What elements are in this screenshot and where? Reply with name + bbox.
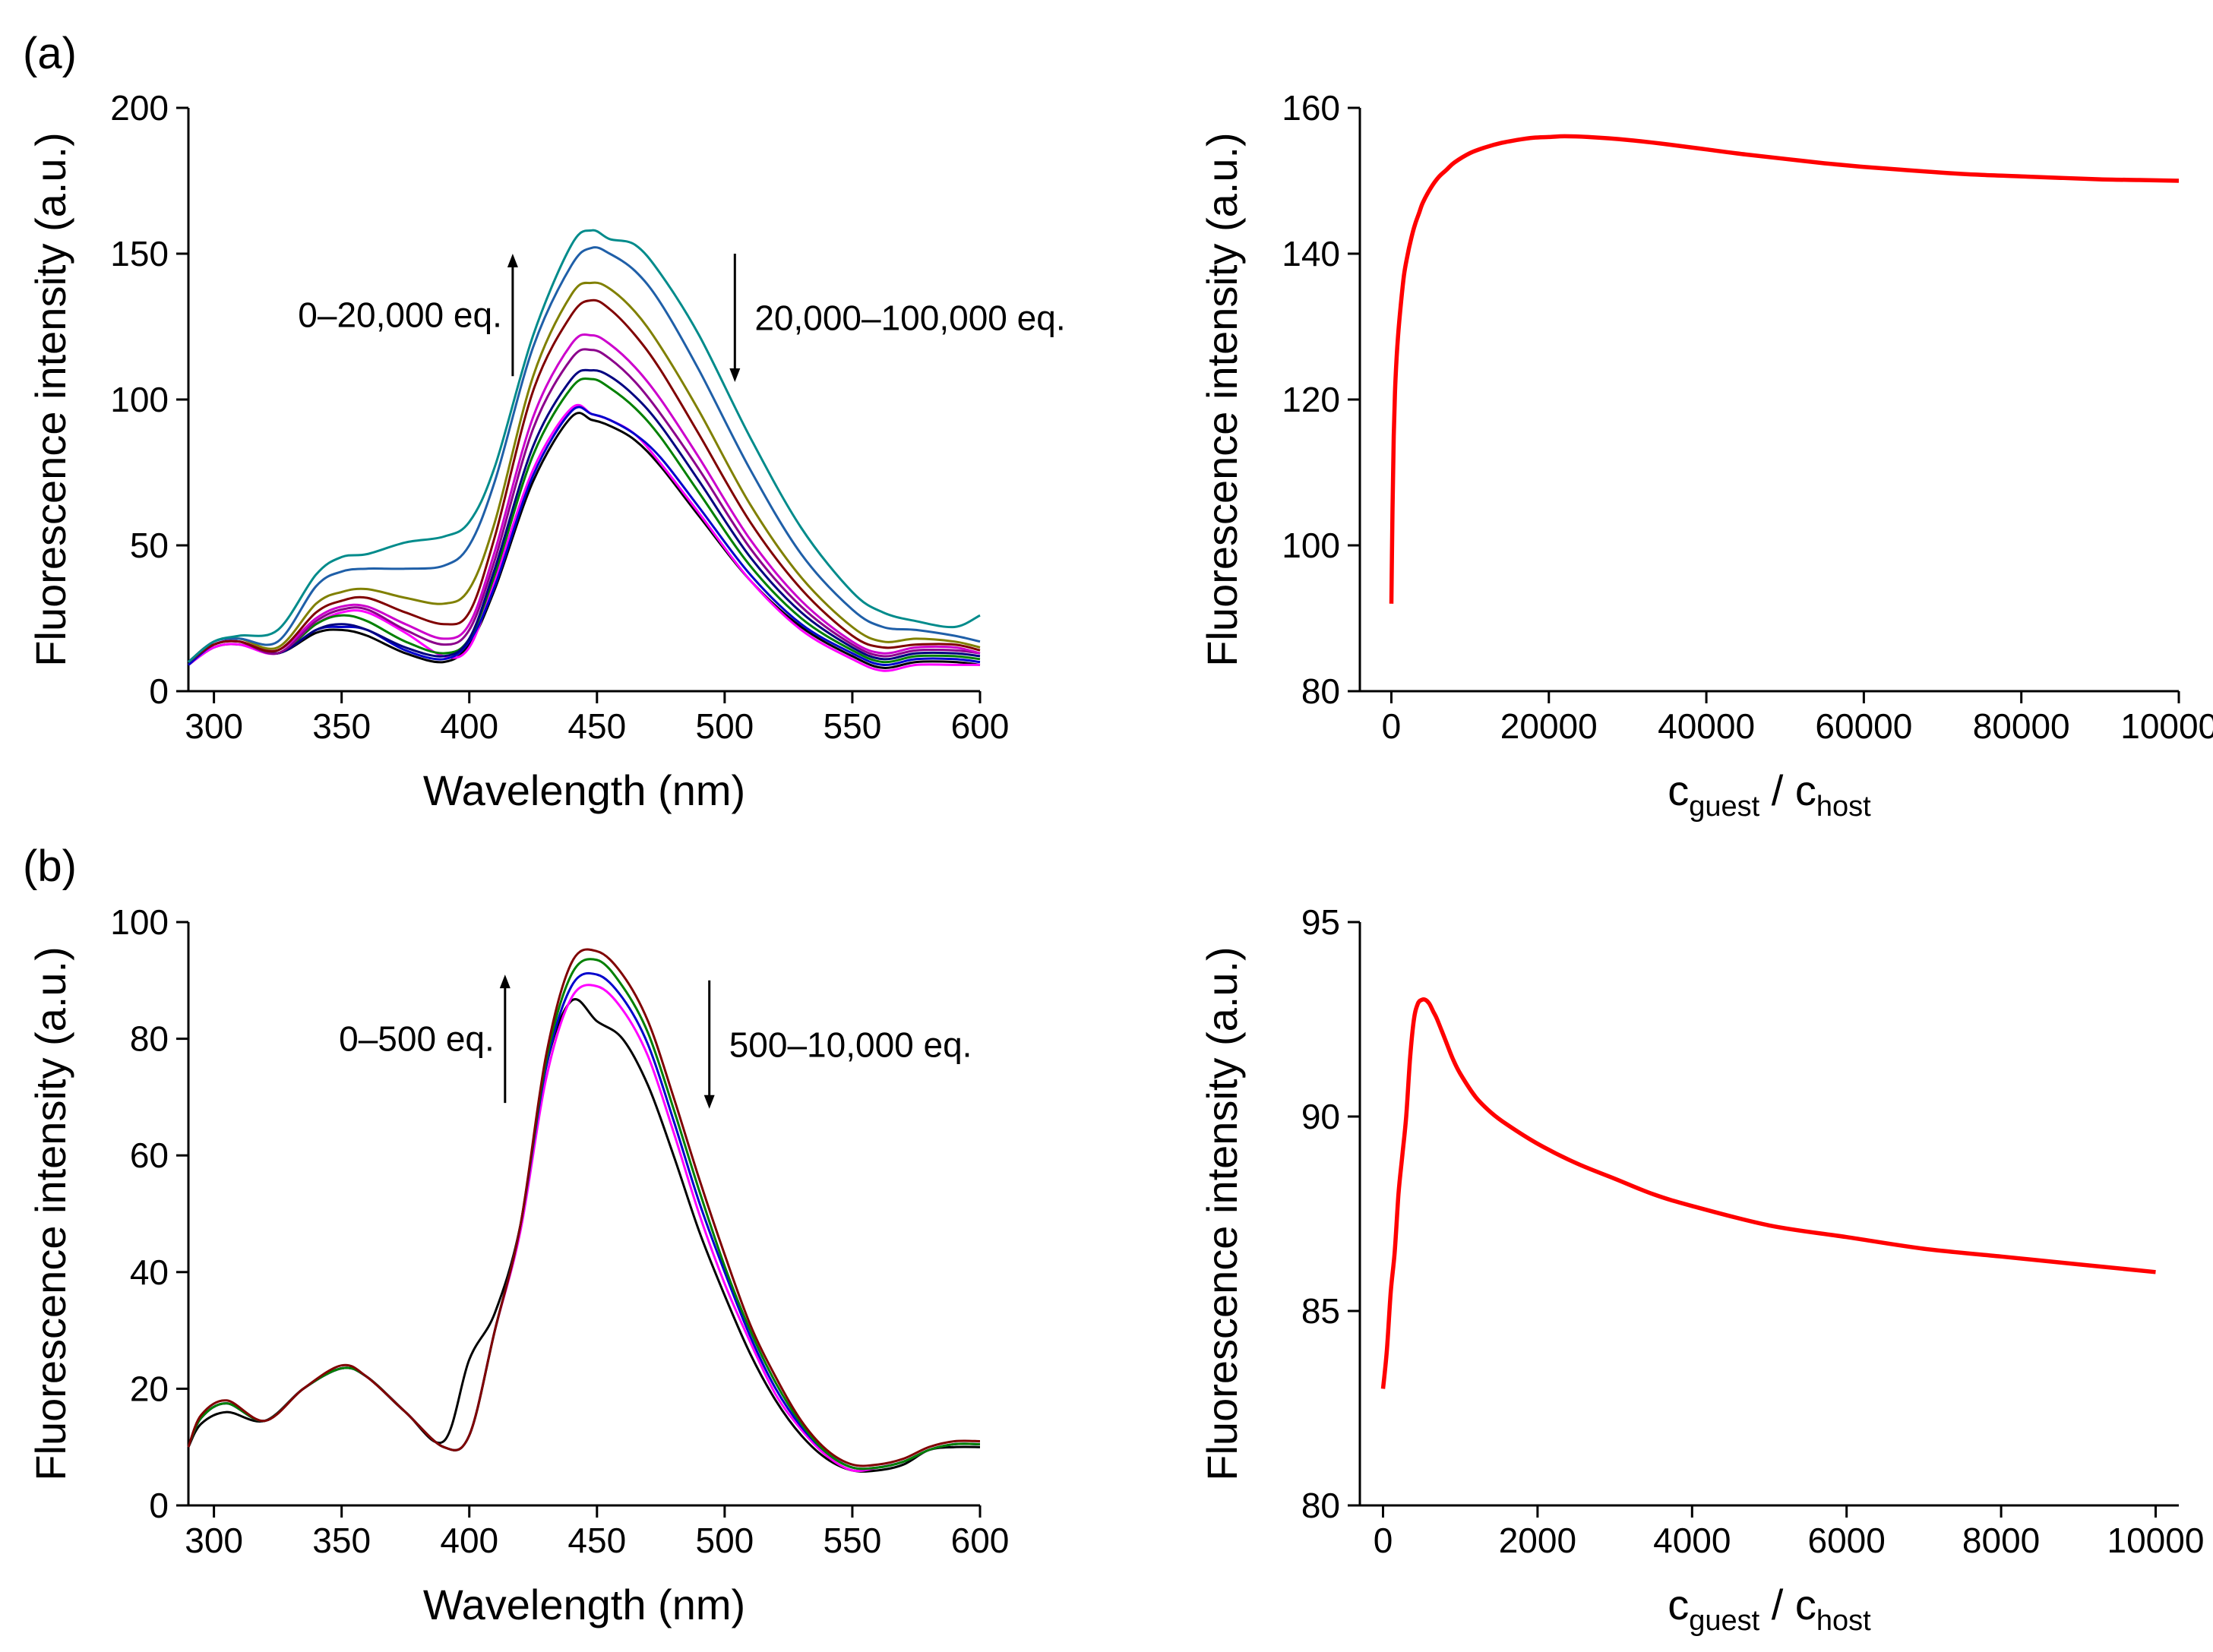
annotation-arrowhead — [499, 974, 511, 989]
y-tick-label: 0 — [149, 1486, 169, 1525]
x-tick-label: 350 — [312, 1521, 371, 1560]
x-axis-label-sub-host: host — [1816, 791, 1871, 823]
spectrum-line-s9 — [188, 281, 981, 663]
x-tick-label: 20000 — [1500, 706, 1598, 746]
x-axis-label-sub-guest: guest — [1689, 791, 1759, 823]
x-axis-label-c: c — [1668, 1581, 1689, 1628]
y-tick-label: 100 — [110, 380, 169, 419]
y-axis-label: Fluorescence intensity (a.u.) — [1198, 132, 1246, 666]
fit-curve — [1380, 997, 2156, 1389]
annotation-label: 500–10,000 eq. — [729, 1025, 972, 1064]
x-tick-label: 400 — [440, 706, 498, 746]
x-axis-label: Wavelength (nm) — [423, 1581, 745, 1628]
spectrum-line-s5 — [188, 368, 981, 663]
chart-a-fit: 0 20000 40000 60000 80000 100000 80 100 120 140 16… — [1198, 88, 2213, 823]
annotation-arrowhead — [729, 368, 741, 382]
annotation-arrowhead — [507, 254, 518, 267]
x-axis-label: cguest / chost — [1668, 1581, 1871, 1637]
y-tick-label: 160 — [1282, 88, 1340, 128]
x-tick-label: 500 — [695, 706, 754, 746]
y-tick-label: 120 — [1282, 380, 1340, 419]
spectrum-line-s1 — [188, 412, 981, 669]
annotation-arrowhead — [703, 1094, 715, 1109]
x-tick-label: 4000 — [1653, 1521, 1731, 1560]
x-tick-label: 550 — [824, 1521, 882, 1560]
chart-a-spectra: 300 350 400 450 500 550 600 0 50 100 150 200 Fluores… — [27, 88, 1066, 814]
y-tick-label: 20 — [130, 1369, 169, 1408]
spectrum-line-s4 — [187, 958, 981, 1470]
y-axis-label: Fluorescence intensity (a.u.) — [27, 946, 74, 1480]
x-tick-label: 600 — [951, 706, 1010, 746]
spectrum-line-s4 — [188, 377, 981, 664]
y-axis-label: Fluorescence intensity (a.u.) — [1198, 946, 1246, 1480]
x-tick-label: 500 — [695, 1521, 754, 1560]
y-tick-label: 80 — [1301, 671, 1340, 711]
chart-b-fit: 0 2000 4000 6000 8000 10000 80 85 90 95 Fluorescen… — [1198, 902, 2204, 1637]
x-tick-label: 450 — [567, 1521, 626, 1560]
x-tick-label: 350 — [312, 706, 371, 746]
y-tick-label: 50 — [130, 526, 169, 565]
x-tick-label: 2000 — [1499, 1521, 1576, 1560]
x-axis-label: cguest / chost — [1668, 766, 1871, 823]
spectrum-line-s7 — [188, 333, 981, 663]
spectrum-line-s11 — [188, 229, 981, 663]
x-tick-label: 400 — [440, 1521, 498, 1560]
x-tick-label: 60000 — [1815, 706, 1912, 746]
x-tick-label: 0 — [1374, 1521, 1393, 1560]
y-tick-label: 150 — [110, 234, 169, 273]
chart-b-spectra: 300 350 400 450 500 550 600 0 20 40 60 80 100 Fluores… — [27, 902, 1009, 1628]
x-axis-label-sub-guest: guest — [1689, 1605, 1759, 1637]
panel-label-a: (a) — [23, 29, 77, 78]
x-tick-label: 6000 — [1808, 1521, 1886, 1560]
x-tick-label: 40000 — [1658, 706, 1755, 746]
x-axis-label-sub-host: host — [1816, 1605, 1871, 1637]
y-tick-label: 40 — [130, 1252, 169, 1292]
x-axis-label-sep: / c — [1759, 1581, 1816, 1628]
spectrum-line-s10 — [188, 246, 981, 663]
spectrum-line-s6 — [188, 348, 981, 663]
x-axis-label-sep: / c — [1759, 766, 1816, 814]
panel-label-b: (b) — [23, 842, 77, 891]
fit-curve — [1389, 134, 2180, 604]
y-tick-label: 100 — [1282, 526, 1340, 565]
y-axis-label: Fluorescence intensity (a.u.) — [27, 132, 74, 666]
y-tick-label: 85 — [1301, 1291, 1340, 1331]
y-tick-label: 80 — [130, 1019, 169, 1059]
spectrum-line-s1 — [187, 998, 981, 1473]
x-axis-label: Wavelength (nm) — [423, 766, 745, 814]
y-tick-label: 0 — [149, 671, 169, 711]
y-tick-label: 140 — [1282, 234, 1340, 273]
y-tick-label: 100 — [110, 902, 169, 942]
x-tick-label: 600 — [951, 1521, 1010, 1560]
x-axis-label-c: c — [1668, 766, 1689, 814]
spectrum-line-s8 — [188, 298, 981, 663]
x-tick-label: 300 — [185, 706, 243, 746]
y-tick-label: 90 — [1301, 1097, 1340, 1136]
x-tick-label: 80000 — [1973, 706, 2070, 746]
x-tick-label: 450 — [567, 706, 626, 746]
annotation-label: 20,000–100,000 eq. — [754, 298, 1065, 337]
y-tick-label: 80 — [1301, 1486, 1340, 1525]
annotation-label: 0–20,000 eq. — [298, 295, 502, 335]
x-tick-label: 300 — [185, 1521, 243, 1560]
y-tick-label: 60 — [130, 1136, 169, 1175]
y-tick-label: 200 — [110, 88, 169, 128]
y-tick-label: 95 — [1301, 902, 1340, 942]
x-tick-label: 0 — [1382, 706, 1402, 746]
x-tick-label: 550 — [824, 706, 882, 746]
x-tick-label: 10000 — [2107, 1521, 2205, 1560]
x-tick-label: 100000 — [2120, 706, 2213, 746]
spectrum-line-s5 — [187, 948, 981, 1467]
x-tick-label: 8000 — [1962, 1521, 2040, 1560]
annotation-label: 0–500 eq. — [339, 1019, 495, 1059]
